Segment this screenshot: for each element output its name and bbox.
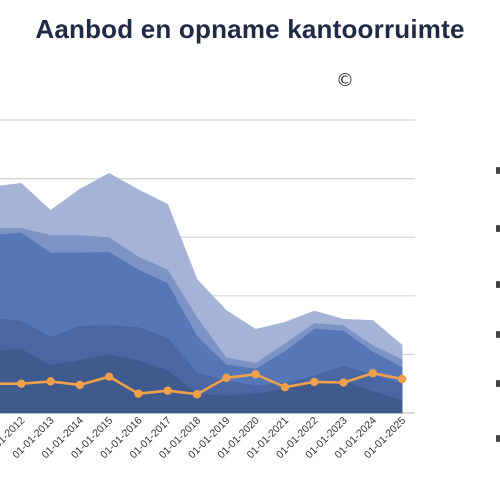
copyright-symbol: © (336, 70, 354, 91)
line-point (222, 373, 231, 383)
stacked-areas (0, 173, 403, 414)
line-point (339, 378, 348, 387)
x-axis-labels: 01-01-201201-01-201301-01-201401-01-2015… (0, 415, 408, 462)
edge-mark (496, 225, 500, 232)
area-series-5 (0, 173, 403, 363)
edge-mark (496, 380, 500, 387)
line-point (134, 389, 143, 398)
line-point (163, 386, 172, 395)
line-point (46, 377, 55, 386)
line-point (280, 383, 290, 392)
right-edge-marks (496, 167, 500, 442)
edge-mark (496, 331, 500, 338)
line-point (105, 372, 114, 381)
line-series (0, 368, 407, 399)
line-point (310, 377, 319, 387)
line-point (192, 390, 202, 399)
line-point (368, 368, 378, 378)
line-point (251, 370, 260, 379)
chart-title: Aanbod en opname kantoorruimte (35, 14, 465, 44)
line-point (75, 380, 85, 390)
edge-mark (496, 167, 500, 174)
edge-mark (496, 281, 500, 288)
line-point (398, 374, 407, 384)
line-point (17, 379, 26, 388)
edge-mark (496, 435, 500, 442)
